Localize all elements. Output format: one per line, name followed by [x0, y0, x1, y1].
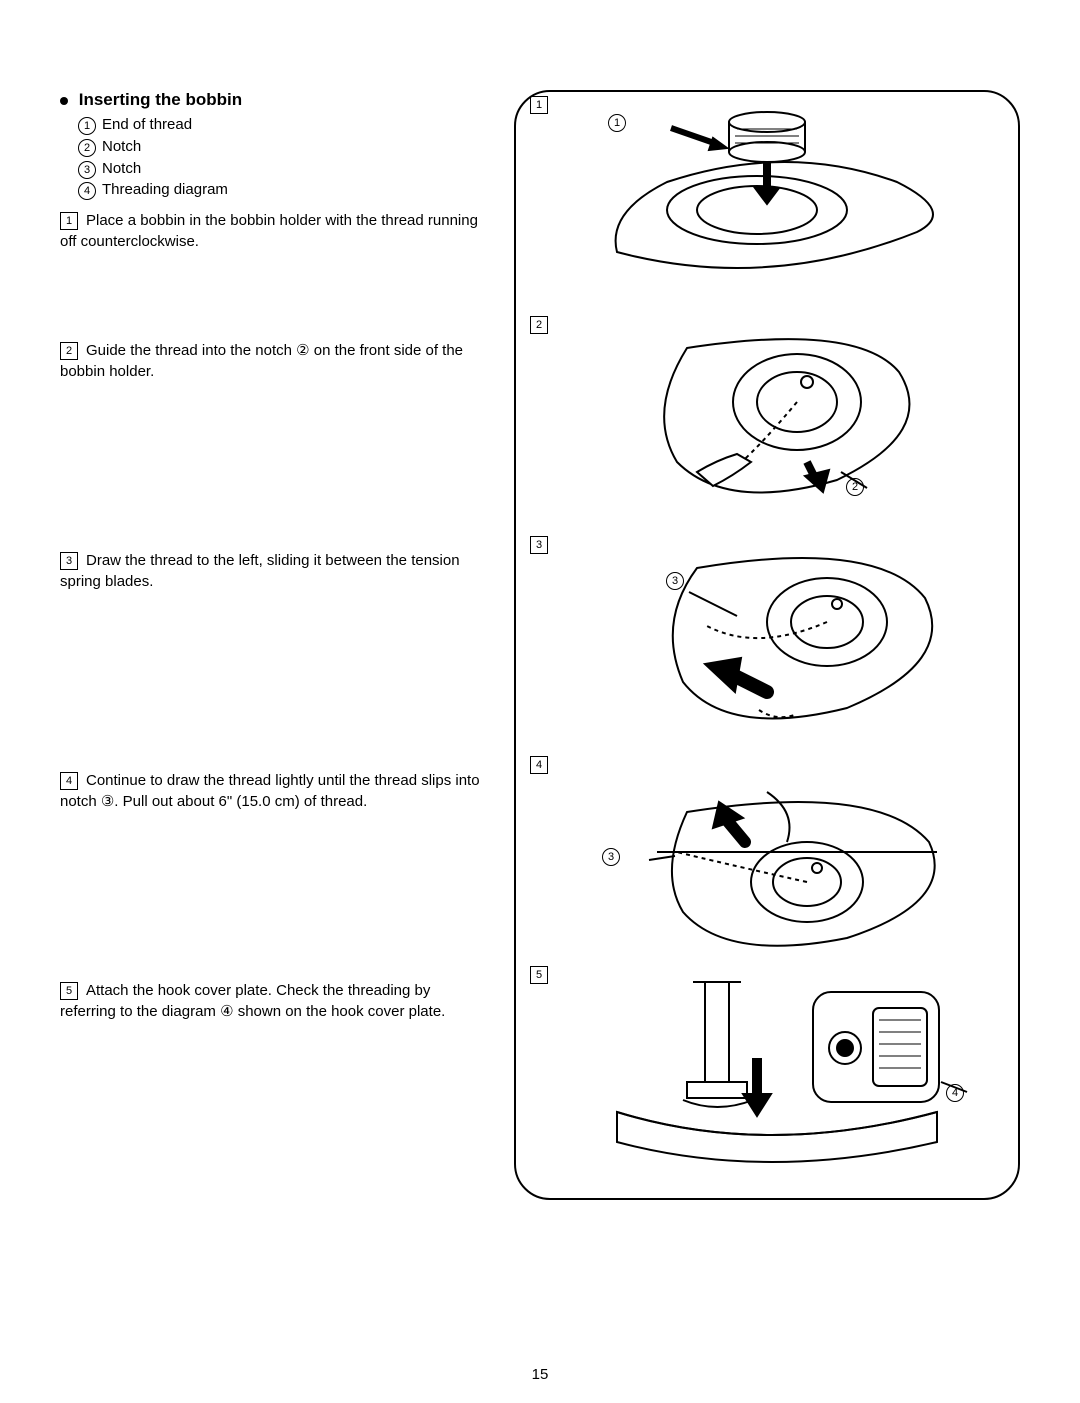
circle-4-icon: 4 — [78, 182, 96, 200]
legend-1: End of thread — [102, 116, 192, 133]
step-5: 5Attach the hook cover plate. Check the … — [60, 980, 490, 1022]
callout-3: 3 — [666, 572, 684, 590]
title-text: Inserting the bobbin — [79, 90, 242, 109]
legend-item: 1 End of thread — [78, 114, 490, 136]
circle-2-icon: 2 — [78, 139, 96, 157]
figure-4: 4 — [516, 752, 1018, 952]
page-number: 15 — [0, 1366, 1080, 1383]
columns: Inserting the bobbin 1 End of thread 2 Not… — [60, 90, 1020, 1200]
circle-1-icon: 1 — [78, 117, 96, 135]
legend-4: Threading diagram — [102, 181, 228, 198]
callout-4: 4 — [946, 1084, 964, 1102]
legend-2: Notch — [102, 138, 141, 155]
page: Inserting the bobbin 1 End of thread 2 Not… — [0, 0, 1080, 1403]
legend-item: 4 Threading diagram — [78, 179, 490, 201]
figure-5-label: 5 — [530, 966, 548, 984]
figure-3-svg — [516, 532, 1018, 732]
step-3-text: Draw the thread to the left, sliding it … — [60, 552, 460, 590]
callout-1: 1 — [608, 114, 626, 132]
figure-2-label: 2 — [530, 316, 548, 334]
figure-frame: 1 — [514, 90, 1020, 1200]
figure-5: 5 — [516, 962, 1018, 1172]
figure-3: 3 — [516, 532, 1018, 732]
square-3-icon: 3 — [60, 552, 78, 570]
figure-1-svg — [516, 92, 1018, 292]
step-2: 2Guide the thread into the notch ② on th… — [60, 340, 490, 382]
figure-2-svg — [516, 312, 1018, 512]
step-1-text: Place a bobbin in the bobbin holder with… — [60, 212, 478, 250]
section-title: Inserting the bobbin — [60, 90, 490, 110]
square-2-icon: 2 — [60, 342, 78, 360]
legend: 1 End of thread 2 Notch 3 Notch 4 Threading … — [78, 114, 490, 201]
figure-2: 2 — [516, 312, 1018, 512]
figure-4-label: 4 — [530, 756, 548, 774]
square-1-icon: 1 — [60, 212, 78, 230]
figure-1: 1 — [516, 92, 1018, 292]
bullet-icon — [60, 97, 68, 105]
callout-3b: 3 — [602, 848, 620, 866]
step-2-text: Guide the thread into the notch ② on the… — [60, 342, 463, 380]
figure-5-svg — [516, 962, 1018, 1172]
step-5-text: Attach the hook cover plate. Check the t… — [60, 982, 445, 1020]
legend-3: Notch — [102, 160, 141, 177]
callout-2: 2 — [846, 478, 864, 496]
step-1: 1Place a bobbin in the bobbin holder wit… — [60, 210, 490, 252]
figure-4-svg — [516, 752, 1018, 952]
figure-1-label: 1 — [530, 96, 548, 114]
square-5-icon: 5 — [60, 982, 78, 1000]
step-3: 3Draw the thread to the left, sliding it… — [60, 550, 490, 592]
square-4-icon: 4 — [60, 772, 78, 790]
right-column: 1 — [514, 90, 1020, 1200]
step-4: 4Continue to draw the thread lightly unt… — [60, 770, 490, 812]
circle-3-icon: 3 — [78, 161, 96, 179]
legend-item: 3 Notch — [78, 158, 490, 180]
step-4-text: Continue to draw the thread lightly unti… — [60, 772, 480, 810]
figure-3-label: 3 — [530, 536, 548, 554]
left-column: Inserting the bobbin 1 End of thread 2 Not… — [60, 90, 490, 1200]
legend-item: 2 Notch — [78, 136, 490, 158]
